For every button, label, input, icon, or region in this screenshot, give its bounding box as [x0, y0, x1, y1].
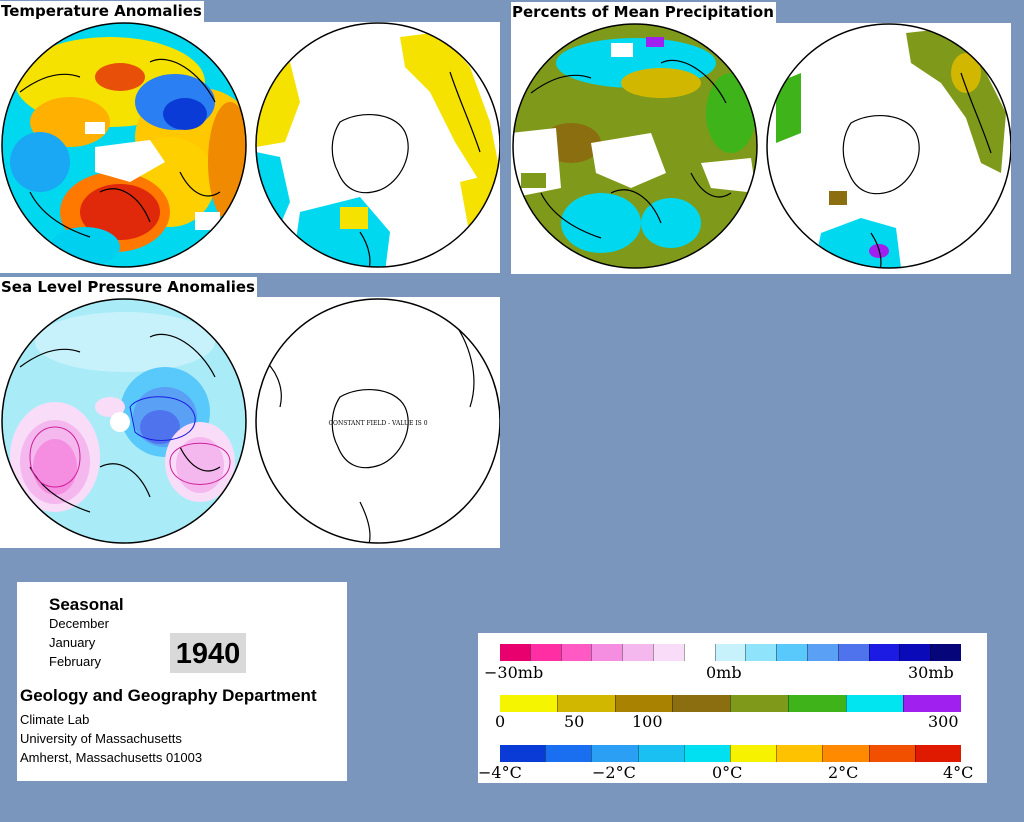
temperature-legend-swatch: [500, 745, 546, 762]
pressure-legend-swatch: [683, 644, 715, 661]
department-name: Geology and Geography Department: [20, 686, 317, 705]
pressure-legend-swatch: [806, 644, 838, 661]
pressure-label-max: 30mb: [908, 663, 954, 682]
temperature-label-plus4: 4°C: [943, 763, 974, 782]
color-legend: −30mb 0mb 30mb 0 50 100 300 −4°C −2°C 0°…: [478, 633, 987, 783]
info-box: Seasonal December January February 1940 …: [17, 582, 347, 781]
temperature-legend-swatch: [914, 745, 962, 762]
pressure-legend-swatch: [591, 644, 623, 661]
precipitation-label-300: 300: [928, 712, 959, 731]
temperature-legend-swatch: [868, 745, 915, 762]
year-badge: 1940: [170, 633, 246, 673]
temperature-label-minus2: −2°C: [592, 763, 636, 782]
precipitation-legend-swatch: [500, 695, 557, 712]
month-1: December: [49, 616, 109, 631]
pressure-color-bar: [500, 644, 961, 661]
precipitation-label-0: 0: [495, 712, 506, 731]
pressure-map-southern: [256, 299, 500, 543]
precipitation-legend-swatch: [730, 695, 788, 712]
temperature-legend-swatch: [730, 745, 777, 762]
temperature-label-zero: 0°C: [712, 763, 743, 782]
temperature-legend-swatch: [822, 745, 869, 762]
temperature-title: Temperature Anomalies: [0, 1, 204, 22]
month-2: January: [49, 635, 96, 650]
pressure-legend-swatch: [776, 644, 807, 661]
pressure-legend-swatch: [560, 644, 592, 661]
pressure-legend-swatch: [899, 644, 931, 661]
precipitation-legend-swatch: [787, 695, 846, 712]
temperature-color-bar: [500, 745, 962, 762]
precipitation-legend-swatch: [556, 695, 615, 712]
precipitation-color-bar: [500, 695, 961, 712]
precipitation-map-northern: [513, 24, 757, 268]
month-3: February: [49, 654, 102, 669]
temperature-label-plus2: 2°C: [828, 763, 859, 782]
address: Amherst, Massachusetts 01003: [20, 750, 203, 765]
precipitation-label-50: 50: [564, 712, 585, 731]
temperature-legend-swatch: [683, 745, 731, 762]
precipitation-legend-swatch: [672, 695, 730, 712]
pressure-legend-swatch: [622, 644, 653, 661]
pressure-legend-swatch: [714, 644, 746, 661]
temperature-legend-swatch: [545, 745, 592, 762]
temperature-legend-swatch: [776, 745, 823, 762]
pressure-legend-swatch: [837, 644, 869, 661]
temperature-legend-swatch: [637, 745, 684, 762]
precipitation-panel: [511, 23, 1011, 274]
temperature-label-minus4: −4°C: [478, 763, 522, 782]
precipitation-map-southern: [767, 24, 1011, 268]
pressure-legend-swatch: [745, 644, 777, 661]
season-heading: Seasonal: [49, 595, 124, 614]
university-name: University of Massachusetts: [20, 731, 182, 746]
pressure-legend-swatch: [930, 644, 961, 661]
pressure-title: Sea Level Pressure Anomalies: [0, 277, 257, 298]
pressure-legend-swatch: [529, 644, 561, 661]
temperature-map-northern: [2, 23, 246, 267]
pressure-legend-swatch: [652, 644, 684, 661]
constant-field-note: CONSTANT FIELD - VALUE IS 0: [328, 420, 427, 427]
precipitation-legend-swatch: [903, 695, 961, 712]
lab-name: Climate Lab: [20, 712, 90, 727]
precipitation-legend-swatch: [845, 695, 904, 712]
pressure-label-zero: 0mb: [706, 663, 742, 682]
temperature-panel: [0, 22, 500, 273]
pressure-label-min: −30mb: [484, 663, 544, 682]
temperature-legend-swatch: [591, 745, 638, 762]
precipitation-title: Percents of Mean Precipitation: [511, 2, 776, 23]
pressure-map-northern: [2, 299, 246, 543]
precipitation-legend-swatch: [614, 695, 673, 712]
pressure-panel: CONSTANT FIELD - VALUE IS 0: [0, 297, 500, 548]
pressure-legend-swatch: [868, 644, 900, 661]
precipitation-label-100: 100: [632, 712, 663, 731]
pressure-legend-swatch: [500, 644, 530, 661]
